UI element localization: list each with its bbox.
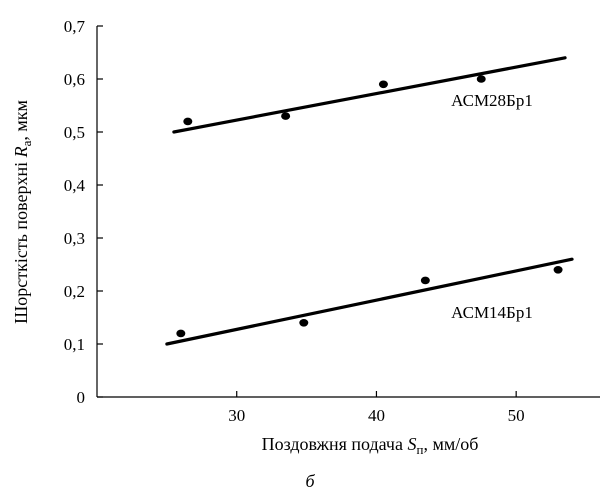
panel-label: б [305,471,315,491]
series-label: АСМ28Бр1 [451,91,533,110]
y-tick-label: 0,5 [64,123,85,142]
data-point [281,112,291,120]
y-tick-label: 0,6 [64,70,85,89]
data-point [553,266,563,274]
trend-line [165,257,574,346]
data-point [176,329,186,338]
y-tick-label: 0,2 [64,282,85,301]
series-label: АСМ14Бр1 [451,303,533,322]
y-ticks: 0 0,1 0,2 0,3 0,4 0,5 0,6 0,7 [64,17,103,407]
data-point [299,319,309,327]
series-labels: АСМ28Бр1 АСМ14Бр1 [451,91,533,322]
y-tick-label: 0,4 [64,176,86,195]
x-ticks: 30 40 50 [228,391,525,425]
trend-lines [165,56,574,346]
y-tick-label: 0,3 [64,229,85,248]
x-tick-label: 40 [368,406,385,425]
x-tick-label: 50 [508,406,525,425]
x-tick-label: 30 [228,406,245,425]
y-axis-title: Шорсткість поверхні Ra, мкм [11,100,34,324]
y-tick-label: 0 [77,388,86,407]
y-tick-label: 0,1 [64,335,85,354]
data-point [183,117,193,126]
trend-line [172,56,567,134]
data-point [476,75,486,83]
data-point [378,80,388,89]
x-axis-title: Поздовжня подача Sп, мм/об [262,434,479,457]
y-tick-label: 0,7 [64,17,86,36]
data-point [420,276,430,285]
data-points [176,75,563,338]
